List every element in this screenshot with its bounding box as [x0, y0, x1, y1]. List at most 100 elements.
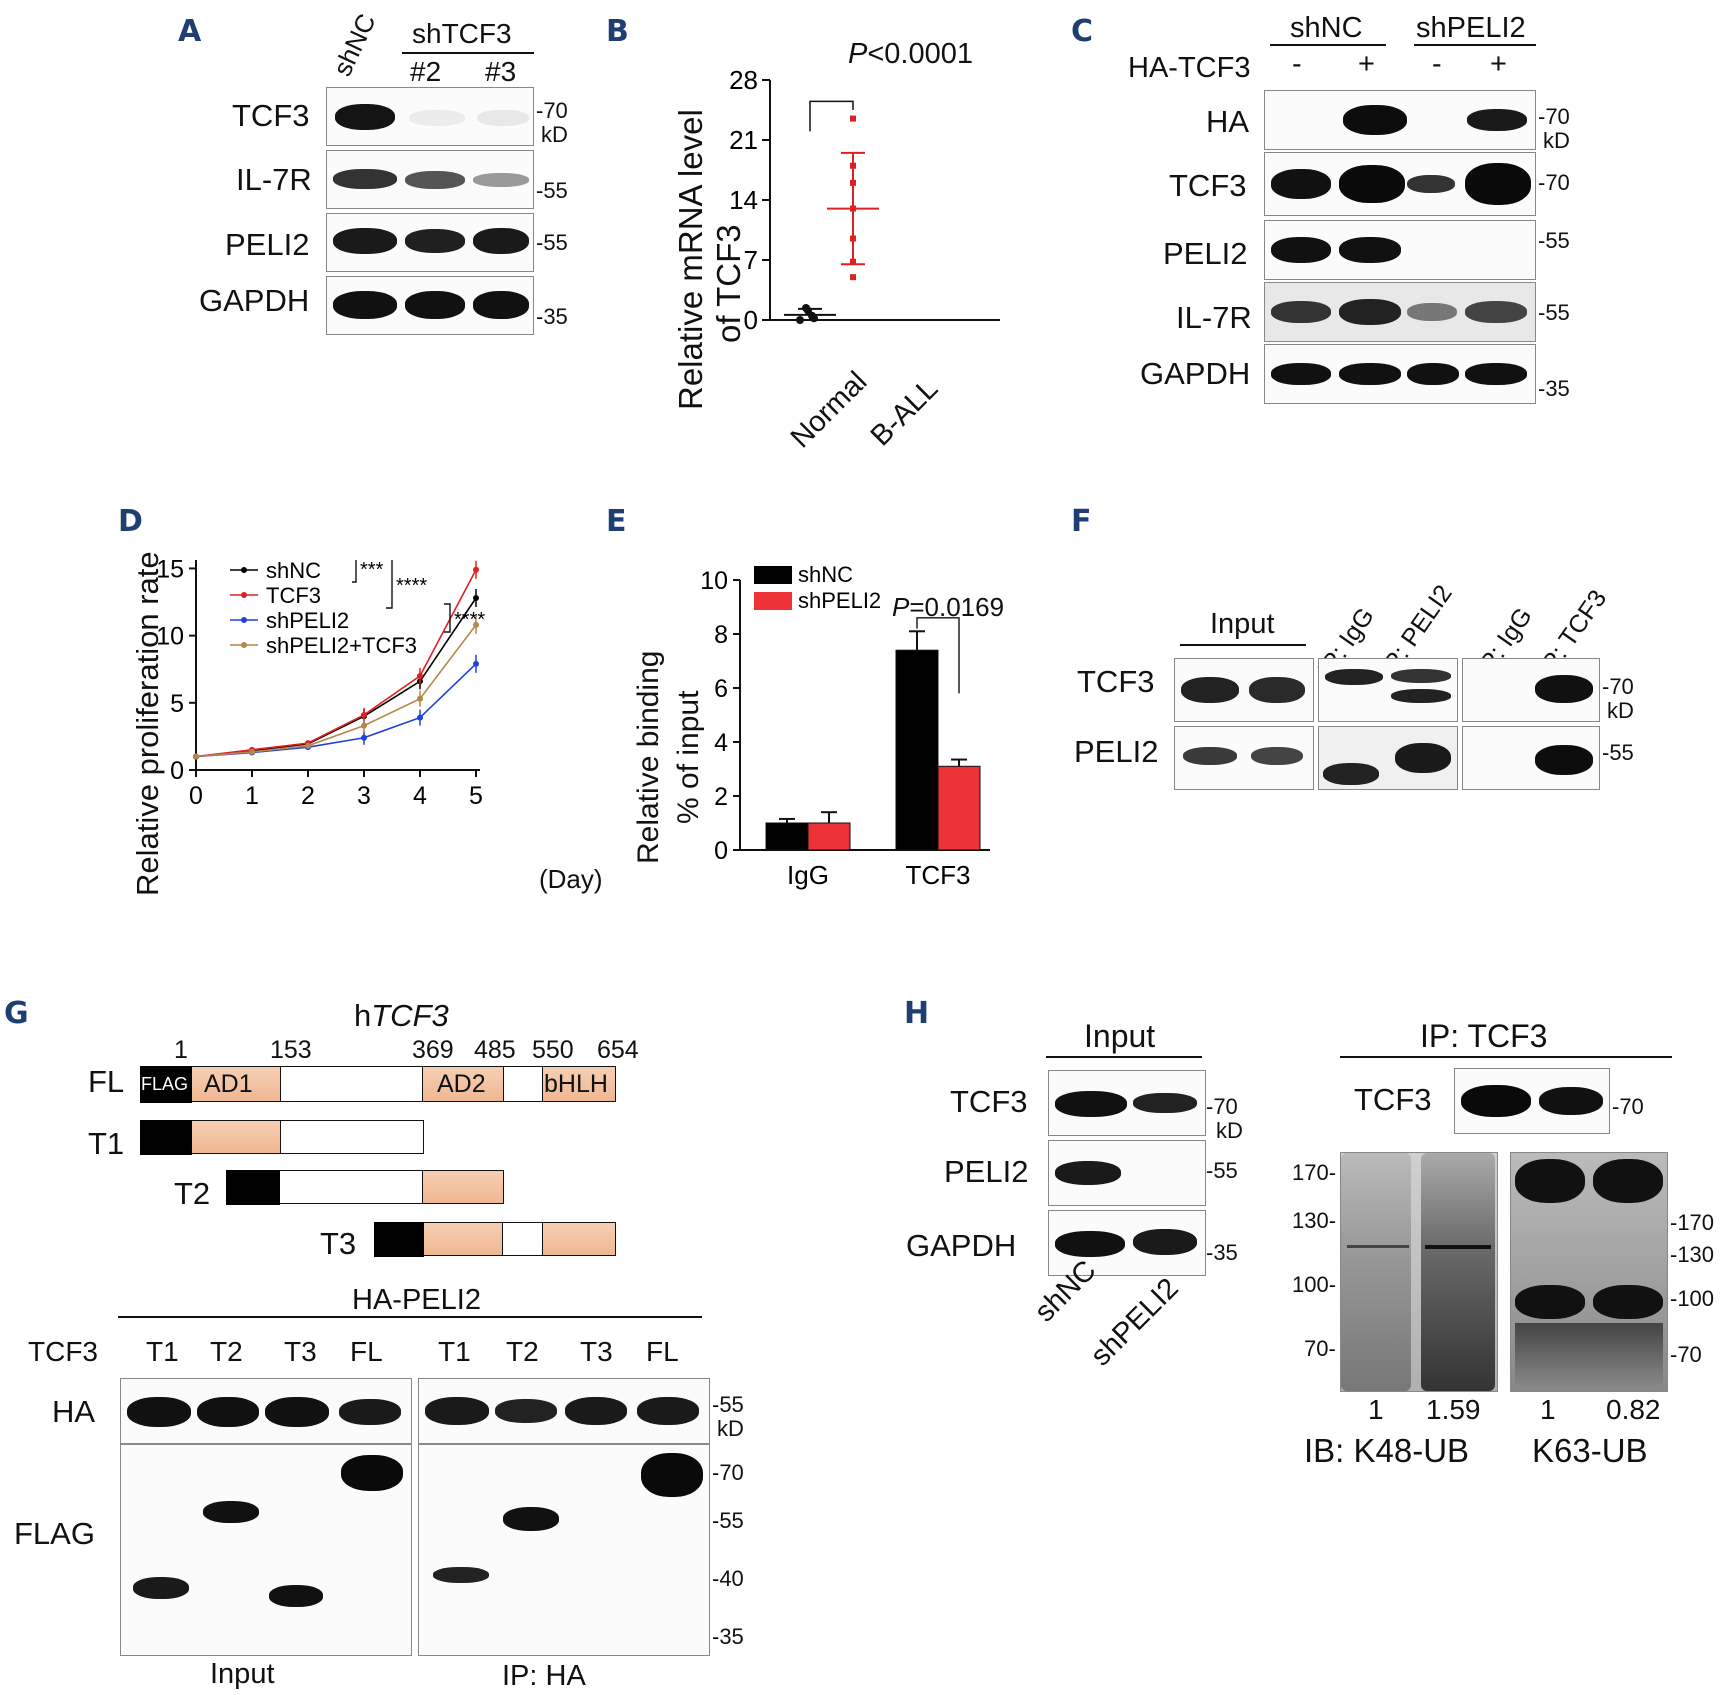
- g-lane-t1a: T1: [146, 1336, 179, 1367]
- b-ytick-label: 7: [744, 245, 758, 275]
- h-marker-35: -35: [1206, 1240, 1238, 1265]
- g-blot-flag-input: [120, 1444, 412, 1656]
- h-row-tcf3: TCF3: [950, 1084, 1028, 1119]
- h-blot-gapdh: [1048, 1210, 1206, 1276]
- g-marker-f70: -70: [712, 1460, 744, 1485]
- d-legend-label: shNC: [266, 560, 321, 583]
- row-label-peli2: PELI2: [225, 227, 310, 262]
- d-bracket: [352, 560, 357, 583]
- b-point: [850, 115, 856, 122]
- lane-label-2: #2: [410, 56, 442, 87]
- h-lm-70: 70-: [1304, 1336, 1336, 1361]
- g-fl-ad1: [192, 1067, 281, 1101]
- panel-label-a: A: [178, 14, 202, 49]
- d-series-line: [195, 569, 477, 758]
- c-sign-4: +: [1490, 48, 1507, 80]
- h-k48-q2: 1.59: [1426, 1394, 1481, 1425]
- g-lane-flb: FL: [646, 1336, 679, 1367]
- g-t1-flag: [140, 1120, 192, 1155]
- g-tcf3-label: TCF3: [28, 1336, 98, 1367]
- g-blot-ha-input: [120, 1378, 412, 1444]
- e-ytick-label: 6: [714, 675, 728, 703]
- f-input-underline: [1180, 644, 1306, 646]
- c-row-peli2: PELI2: [1163, 236, 1248, 271]
- h-ip-blot-tcf3: [1454, 1068, 1610, 1134]
- h-ip-marker-70: -70: [1612, 1094, 1644, 1119]
- g-construct-t1: T1: [88, 1126, 125, 1161]
- e-bars: [765, 630, 981, 851]
- d-bracket: [444, 603, 451, 633]
- marker-55a: -55: [536, 178, 568, 203]
- e-legend-label: shNC: [798, 562, 853, 587]
- g-title: hTCF3: [354, 998, 449, 1033]
- e-bar: [895, 649, 939, 851]
- marker-kd: kD: [541, 122, 568, 147]
- g-t1-ad1: [192, 1121, 281, 1153]
- g-lane-t2b: T2: [506, 1336, 539, 1367]
- g-row-flag: FLAG: [14, 1516, 95, 1551]
- d-axes: 0 5 10 15 0 1 2 3 4 5: [156, 560, 483, 810]
- panel-b-svg: 28 21 14 7 0: [729, 65, 1000, 335]
- c-row-gapdh: GAPDH: [1140, 356, 1251, 391]
- h-lm-130: 130-: [1292, 1208, 1337, 1233]
- d-ytick-label: 5: [170, 690, 184, 718]
- d-xtick-label: 0: [189, 782, 203, 810]
- g-fl-ad1-label: AD1: [204, 1070, 253, 1098]
- marker-70: -70: [536, 98, 568, 123]
- e-bar: [765, 822, 809, 851]
- h-ip-underline: [1340, 1056, 1672, 1058]
- d-xtick-label: 4: [413, 782, 427, 810]
- panel-label-d: D: [118, 504, 143, 539]
- h-blot-k63: [1510, 1152, 1668, 1392]
- c-marker-35: -35: [1538, 376, 1570, 401]
- lane-label-shnc: shNC: [326, 8, 382, 81]
- g-blot-ha-ip: [418, 1378, 710, 1444]
- f-row-tcf3: TCF3: [1077, 664, 1155, 699]
- h-marker-kd: kD: [1216, 1118, 1243, 1143]
- h-ib-k63: K63-UB: [1532, 1432, 1648, 1469]
- g-marker-55: -55: [712, 1392, 744, 1417]
- d-series-point: [193, 753, 199, 760]
- panel-d-svg: 0 5 10 15 0 1 2 3 4 5 shNCTCF3shPELI2shPELI2+TCF3…: [156, 560, 485, 810]
- g-ha-peli2: HA-PELI2: [352, 1284, 481, 1316]
- h-row-gapdh: GAPDH: [906, 1228, 1017, 1263]
- d-legend-marker: [241, 617, 247, 623]
- h-k48-q1: 1: [1368, 1394, 1384, 1425]
- d-annotation: ****: [454, 609, 485, 631]
- c-sign-3: -: [1432, 48, 1442, 80]
- h-blot-peli2: [1048, 1140, 1206, 1206]
- e-bar: [807, 822, 851, 851]
- f-blot-ip1-peli2: [1318, 726, 1458, 790]
- d-annotation: ****: [396, 575, 427, 597]
- g-ha-peli2-underline: [118, 1316, 702, 1318]
- blot-gapdh: [326, 276, 534, 335]
- g-construct-t3: T3: [320, 1226, 357, 1261]
- f-marker-55: -55: [1602, 740, 1634, 765]
- f-blot-ip2-peli2: [1462, 726, 1600, 790]
- g-fl-bhlh-label: bHLH: [544, 1070, 608, 1098]
- c-blot-gapdh: [1264, 344, 1536, 404]
- d-ytick-label: 0: [170, 757, 184, 785]
- c-row-tcf3: TCF3: [1169, 168, 1247, 203]
- h-lm-170: 170-: [1292, 1160, 1337, 1185]
- d-series-line: [195, 624, 477, 758]
- g-fl-flag-label: FLAG: [141, 1074, 189, 1094]
- g-bottom-ipha: IP: HA: [502, 1660, 586, 1692]
- c-sign-1: -: [1292, 48, 1302, 80]
- f-blot-input-peli2: [1174, 726, 1314, 790]
- c-marker-kd: kD: [1543, 128, 1570, 153]
- h-ip-row-tcf3: TCF3: [1354, 1082, 1432, 1117]
- d-xtick-label: 2: [301, 782, 315, 810]
- h-rm-130: -130: [1670, 1242, 1715, 1267]
- g-pos-1: 1: [174, 1036, 188, 1064]
- e-bracket: [916, 617, 960, 694]
- g-fl-ad2: [422, 1067, 504, 1101]
- g-marker-f40: -40: [712, 1566, 744, 1591]
- group-label-shtcf3: shTCF3: [412, 18, 512, 49]
- g-t2-ad2: [422, 1171, 503, 1203]
- e-legend-swatch: [754, 592, 792, 610]
- g-t3-bhlh: [542, 1223, 615, 1255]
- d-series-point: [305, 742, 311, 749]
